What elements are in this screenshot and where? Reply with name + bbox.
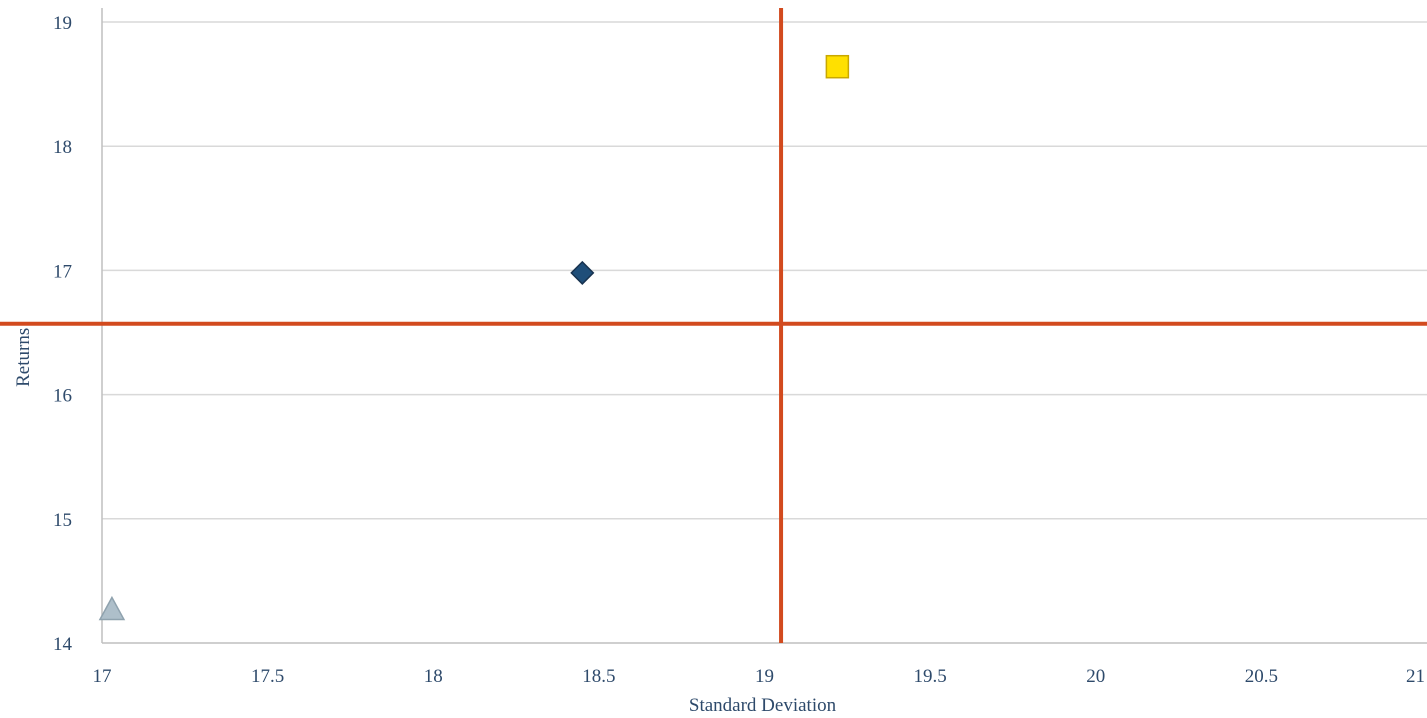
y-tick-label: 16 bbox=[53, 386, 72, 407]
x-tick-label: 17 bbox=[93, 666, 112, 687]
x-tick-label: 20.5 bbox=[1245, 666, 1278, 687]
tick-labels: 14 15 16 17 18 19 17 17.5 18 18.5 19 19.5 20 20.5 21 bbox=[53, 13, 1425, 687]
y-tick-label: 18 bbox=[53, 137, 72, 158]
x-tick-label: 18.5 bbox=[582, 666, 615, 687]
square-marker bbox=[825, 54, 850, 79]
x-tick-label: 21 bbox=[1406, 666, 1425, 687]
x-tick-label: 18 bbox=[424, 666, 443, 687]
reference-lines bbox=[0, 8, 1427, 643]
x-tick-label: 19 bbox=[755, 666, 774, 687]
diamond-marker bbox=[570, 260, 595, 285]
x-tick-label: 17.5 bbox=[251, 666, 284, 687]
triangle-marker bbox=[98, 595, 126, 621]
x-axis-title: Standard Deviation bbox=[689, 695, 837, 716]
y-tick-label: 17 bbox=[53, 261, 72, 282]
y-tick-label: 14 bbox=[53, 634, 73, 655]
x-tick-label: 19.5 bbox=[914, 666, 947, 687]
y-axis-title: Returns bbox=[13, 328, 34, 387]
y-tick-label: 19 bbox=[53, 13, 72, 34]
data-points bbox=[98, 54, 850, 621]
x-tick-label: 20 bbox=[1086, 666, 1105, 687]
y-tick-label: 15 bbox=[53, 510, 72, 531]
gridlines bbox=[102, 21, 1427, 520]
